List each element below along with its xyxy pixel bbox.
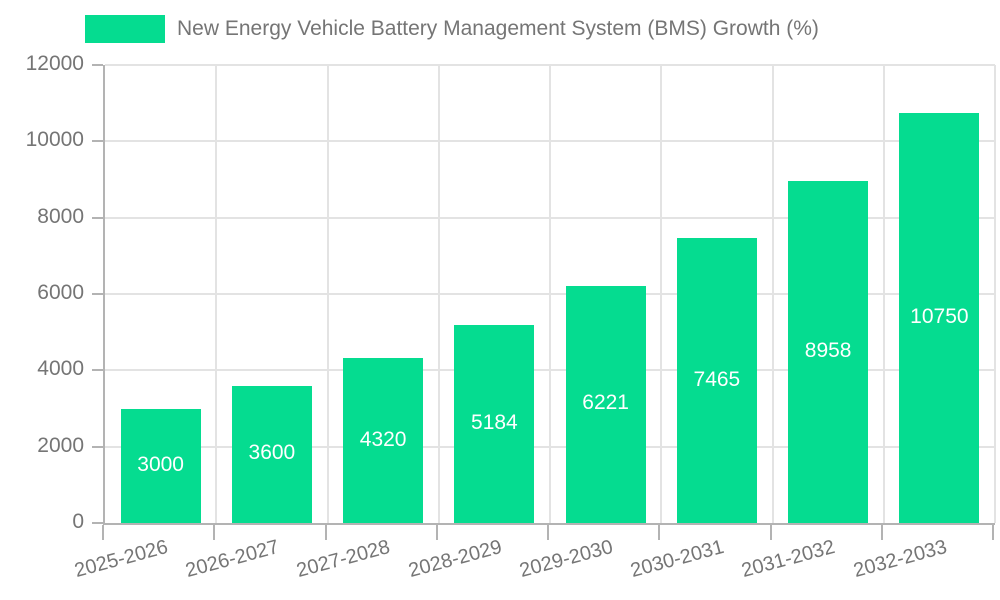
y-tick-label: 4000 <box>37 357 84 381</box>
y-tick-label: 0 <box>72 510 84 533</box>
x-tick-label: 2025-2026 <box>72 536 171 583</box>
y-tick-label: 2000 <box>37 433 84 457</box>
bar <box>231 385 312 523</box>
bar <box>676 238 757 523</box>
y-tick-label: 6000 <box>37 281 84 304</box>
x-tick-label: 2031-2032 <box>739 536 838 583</box>
bar-value-label: 4320 <box>359 427 407 451</box>
y-axis-tick <box>92 293 103 295</box>
bar <box>343 358 424 523</box>
bar-value-label: 3000 <box>137 452 184 476</box>
x-axis-tick <box>992 525 994 540</box>
bar-value-label: 10750 <box>910 304 969 328</box>
x-tick-label: 2028-2029 <box>405 536 505 583</box>
x-axis-tick <box>102 525 104 540</box>
y-axis-tick <box>92 522 103 524</box>
plot-area: 3000 3600 4320 5184 6221 7465 8958 10750 <box>103 64 996 525</box>
gridline-vertical <box>994 65 996 523</box>
gridline-vertical <box>215 65 218 523</box>
y-axis-tick <box>92 64 103 66</box>
gridline-vertical <box>437 65 440 523</box>
bar <box>120 408 201 523</box>
x-axis-tick <box>324 525 327 540</box>
x-tick-label: 2029-2030 <box>517 536 616 583</box>
x-axis-tick <box>769 525 772 540</box>
bar-value-label: 3600 <box>248 441 296 465</box>
x-axis-tick <box>213 525 216 540</box>
legend-swatch <box>85 15 165 43</box>
gridline-vertical <box>882 65 885 523</box>
x-axis-tick <box>435 525 438 540</box>
x-tick-label: 2030-2031 <box>628 536 727 583</box>
bar <box>899 112 980 523</box>
x-axis-tick <box>658 525 661 540</box>
y-tick-label: 10000 <box>25 128 84 152</box>
x-tick-label: 2026-2027 <box>183 536 282 583</box>
y-axis-tick <box>92 140 103 143</box>
chart-legend: New Energy Vehicle Battery Management Sy… <box>85 15 819 43</box>
y-axis-tick <box>92 369 103 372</box>
bar-value-label: 7465 <box>693 367 741 391</box>
legend-label: New Energy Vehicle Battery Management Sy… <box>177 17 819 40</box>
y-tick-label: 12000 <box>25 52 84 75</box>
y-tick-label: 8000 <box>37 204 84 228</box>
y-axis-tick <box>92 445 103 448</box>
y-axis-tick <box>92 216 103 219</box>
bar-value-label: 6221 <box>582 391 629 415</box>
gridline-vertical <box>326 65 329 523</box>
x-tick-label: 2032-2033 <box>850 536 950 583</box>
x-tick-label: 2027-2028 <box>294 536 393 583</box>
bar <box>788 181 869 523</box>
gridline-vertical <box>771 65 774 523</box>
bar <box>565 285 646 523</box>
x-axis-tick <box>547 525 549 540</box>
x-axis-tick <box>880 525 883 540</box>
gridline-vertical <box>660 65 663 523</box>
bar-value-label: 8958 <box>804 339 852 363</box>
bar-value-label: 5184 <box>471 411 518 435</box>
gridline-vertical <box>549 65 551 523</box>
bar <box>454 325 535 523</box>
